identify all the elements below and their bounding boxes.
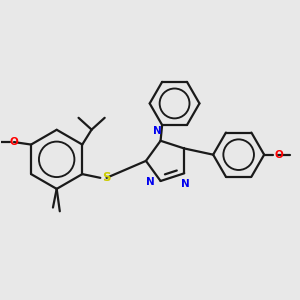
Text: S: S [102,171,111,184]
Text: O: O [10,137,18,147]
Text: N: N [182,179,190,189]
Text: N: N [153,126,162,136]
Text: O: O [274,150,283,160]
Text: N: N [146,177,155,187]
